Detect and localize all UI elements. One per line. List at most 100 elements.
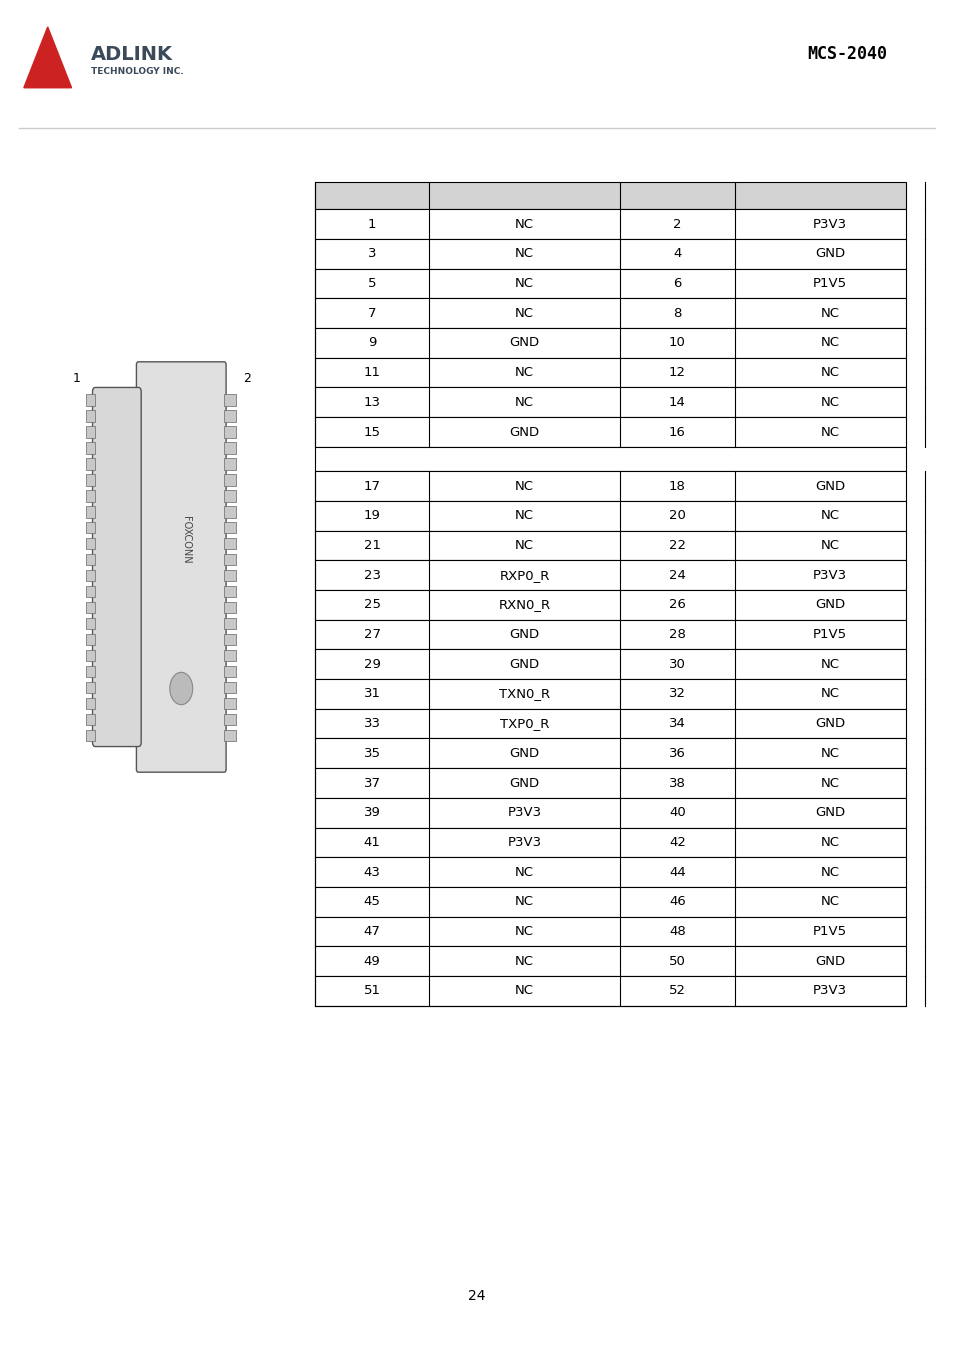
Text: NC: NC — [515, 217, 534, 231]
Bar — [86, 522, 95, 533]
Text: GND: GND — [814, 717, 844, 730]
Bar — [314, 328, 905, 358]
Text: 4: 4 — [673, 247, 680, 261]
Bar — [224, 427, 235, 437]
Bar — [86, 427, 95, 437]
Bar — [314, 768, 905, 798]
Bar — [224, 666, 235, 678]
Bar — [86, 649, 95, 662]
Bar — [314, 620, 905, 649]
Text: 5: 5 — [368, 277, 375, 290]
Text: NC: NC — [515, 366, 534, 379]
Bar — [314, 298, 905, 328]
Bar — [86, 570, 95, 582]
Text: P3V3: P3V3 — [812, 217, 846, 231]
Bar — [224, 570, 235, 582]
Text: P3V3: P3V3 — [812, 984, 846, 998]
Text: NC: NC — [820, 836, 839, 849]
Text: NC: NC — [515, 396, 534, 409]
Text: NC: NC — [820, 336, 839, 350]
Bar — [86, 554, 95, 566]
Text: GND: GND — [509, 747, 539, 760]
Text: GND: GND — [509, 657, 539, 671]
Bar — [314, 560, 905, 590]
Text: RXN0_R: RXN0_R — [498, 598, 550, 612]
Bar — [314, 828, 905, 857]
Bar — [314, 917, 905, 946]
Bar — [86, 633, 95, 645]
Text: GND: GND — [814, 806, 844, 819]
Bar — [86, 602, 95, 613]
Text: 7: 7 — [368, 306, 375, 320]
Bar — [86, 506, 95, 517]
Text: P3V3: P3V3 — [812, 568, 846, 582]
Bar — [224, 714, 235, 725]
Text: NC: NC — [820, 509, 839, 522]
Text: 19: 19 — [363, 509, 380, 522]
Text: NC: NC — [820, 776, 839, 790]
Bar — [86, 474, 95, 486]
Bar — [314, 417, 905, 447]
Bar — [224, 394, 235, 406]
Text: 32: 32 — [668, 687, 685, 701]
Text: 26: 26 — [668, 598, 685, 612]
Bar — [224, 522, 235, 533]
Text: 46: 46 — [668, 895, 685, 909]
Text: GND: GND — [509, 336, 539, 350]
Text: 49: 49 — [363, 954, 380, 968]
Text: 36: 36 — [668, 747, 685, 760]
Text: 2: 2 — [243, 371, 251, 385]
Text: 25: 25 — [363, 598, 380, 612]
Text: 34: 34 — [668, 717, 685, 730]
Text: NC: NC — [515, 895, 534, 909]
Text: 44: 44 — [668, 865, 685, 879]
Text: P3V3: P3V3 — [507, 836, 541, 849]
Bar — [224, 490, 235, 502]
Text: 8: 8 — [673, 306, 680, 320]
Text: 27: 27 — [363, 628, 380, 641]
FancyBboxPatch shape — [92, 387, 141, 747]
Bar — [224, 682, 235, 693]
Bar — [314, 239, 905, 269]
Text: 17: 17 — [363, 479, 380, 493]
Bar — [314, 447, 905, 471]
Text: 20: 20 — [668, 509, 685, 522]
Bar — [314, 679, 905, 709]
Text: P1V5: P1V5 — [812, 925, 846, 938]
Bar — [86, 714, 95, 725]
Bar — [314, 501, 905, 531]
Text: NC: NC — [820, 539, 839, 552]
Bar — [86, 443, 95, 454]
Bar — [224, 618, 235, 629]
Bar — [314, 209, 905, 239]
Bar — [86, 539, 95, 549]
Text: 23: 23 — [363, 568, 380, 582]
Text: 29: 29 — [363, 657, 380, 671]
Bar — [314, 590, 905, 620]
Text: 42: 42 — [668, 836, 685, 849]
Text: P1V5: P1V5 — [812, 277, 846, 290]
Bar — [314, 358, 905, 387]
Bar — [86, 729, 95, 741]
Bar — [314, 887, 905, 917]
Text: 50: 50 — [668, 954, 685, 968]
Text: 37: 37 — [363, 776, 380, 790]
Text: 14: 14 — [668, 396, 685, 409]
Text: 52: 52 — [668, 984, 685, 998]
Text: 18: 18 — [668, 479, 685, 493]
Bar — [86, 458, 95, 470]
Text: 2: 2 — [673, 217, 680, 231]
Text: GND: GND — [509, 776, 539, 790]
Text: MCS-2040: MCS-2040 — [806, 45, 886, 62]
Text: 11: 11 — [363, 366, 380, 379]
Text: 39: 39 — [363, 806, 380, 819]
Text: 38: 38 — [668, 776, 685, 790]
Bar — [314, 738, 905, 768]
Text: P1V5: P1V5 — [812, 628, 846, 641]
Text: NC: NC — [515, 954, 534, 968]
Bar — [224, 458, 235, 470]
Text: 21: 21 — [363, 539, 380, 552]
Text: 41: 41 — [363, 836, 380, 849]
Text: NC: NC — [515, 479, 534, 493]
Text: 9: 9 — [368, 336, 375, 350]
